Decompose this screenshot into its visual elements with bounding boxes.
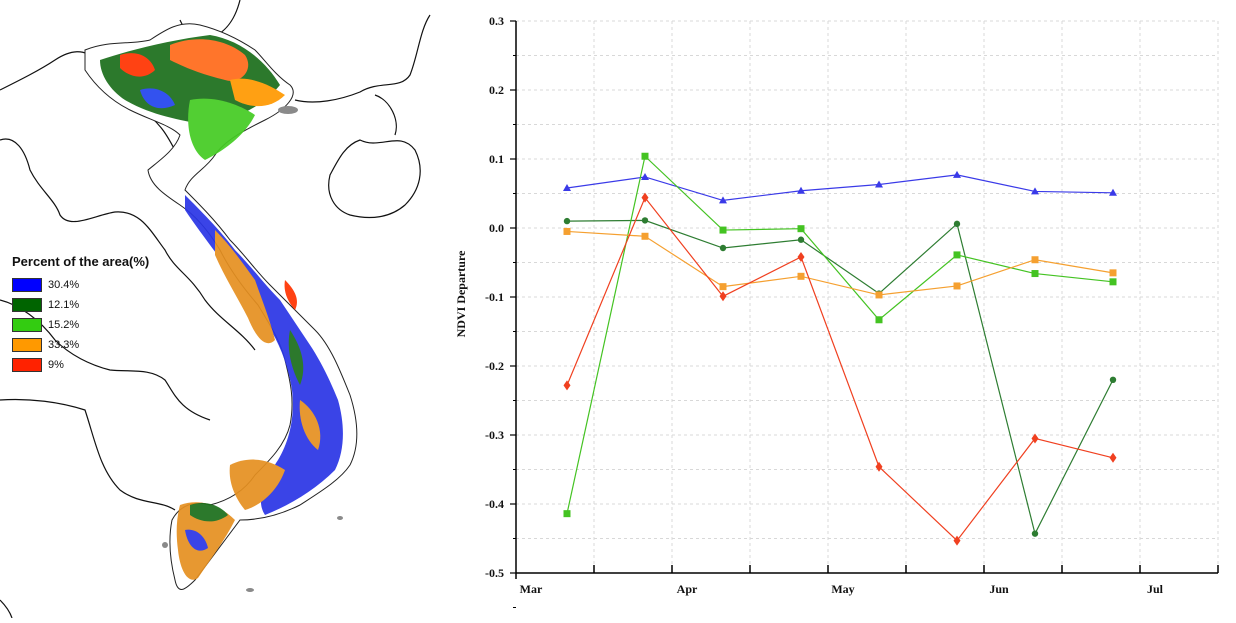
- data-point: [1109, 452, 1117, 463]
- legend-swatch: [12, 278, 42, 292]
- data-point: [641, 232, 649, 240]
- data-point: [797, 251, 805, 262]
- data-point: [563, 510, 571, 518]
- data-point: [1031, 187, 1039, 195]
- data-point: [953, 282, 961, 290]
- data-point: [563, 183, 571, 191]
- data-point: [641, 152, 649, 160]
- y-tick-label: 0.2: [489, 83, 504, 97]
- legend-label: 33.3%: [48, 339, 80, 351]
- chart-panel: 0.3 0.2 0.1 0.0 -0.1 -0.2 -0.3 -0.4 -0.5 Mar Apr Ma…: [440, 0, 1236, 618]
- y-axis-title: NDVI Departure: [454, 250, 468, 337]
- x-tick-label: Jun: [989, 582, 1009, 596]
- ndvi-departure-chart: 0.3 0.2 0.1 0.0 -0.1 -0.2 -0.3 -0.4 -0.5 Mar Apr Ma…: [454, 14, 1219, 608]
- data-point: [641, 217, 649, 224]
- legend-item: 9%: [12, 355, 192, 375]
- legend-swatch: [12, 318, 42, 332]
- x-tick-label: Apr: [677, 582, 698, 596]
- map-legend: Percent of the area(%) 30.4% 12.1% 15.2%…: [12, 254, 192, 375]
- y-tick-label: -0.4: [485, 497, 504, 511]
- data-point: [1109, 376, 1117, 383]
- legend-item: 33.3%: [12, 335, 192, 355]
- ndvi-class-patches: [100, 35, 343, 580]
- series-layer: [563, 152, 1117, 546]
- grid: [516, 20, 1219, 574]
- islands: [162, 106, 343, 592]
- axes: 0.3 0.2 0.1 0.0 -0.1 -0.2 -0.3 -0.4 -0.5 Mar Apr Ma…: [485, 14, 1219, 608]
- legend-label: 9%: [48, 359, 64, 371]
- data-point: [1109, 269, 1117, 277]
- series-line: [566, 174, 1114, 202]
- data-point: [875, 291, 883, 299]
- data-point: [875, 461, 883, 472]
- series-line: [566, 155, 1114, 514]
- x-tick-label: Mar: [520, 582, 543, 596]
- legend-swatch: [12, 338, 42, 352]
- series-line: [566, 196, 1114, 542]
- data-point: [563, 380, 571, 391]
- map-panel: Percent of the area(%) 30.4% 12.1% 15.2%…: [0, 0, 460, 619]
- data-point: [1031, 270, 1039, 278]
- data-point: [719, 196, 727, 204]
- y-tick-label: -0.5: [485, 566, 504, 580]
- data-point: [719, 291, 727, 302]
- data-point: [953, 251, 961, 259]
- series-line: [566, 219, 1114, 536]
- data-point: [1109, 188, 1117, 196]
- y-tick-label: -0.2: [485, 359, 504, 373]
- legend-label: 12.1%: [48, 299, 80, 311]
- legend-swatch: [12, 298, 42, 312]
- data-point: [563, 227, 571, 235]
- legend-item: 12.1%: [12, 295, 192, 315]
- data-point: [875, 316, 883, 324]
- y-tick-label: 0.0: [489, 221, 504, 235]
- x-tick-label: May: [831, 582, 854, 596]
- data-point: [1031, 256, 1039, 264]
- data-point: [953, 535, 961, 546]
- data-point: [1031, 433, 1039, 444]
- data-point: [719, 226, 727, 234]
- legend-label: 30.4%: [48, 279, 80, 291]
- data-point: [1031, 530, 1039, 537]
- legend-item: 15.2%: [12, 315, 192, 335]
- data-point: [797, 236, 805, 243]
- legend-swatch: [12, 358, 42, 372]
- data-point: [797, 225, 805, 233]
- data-point: [875, 180, 883, 188]
- data-point: [797, 272, 805, 280]
- y-tick-label: -0.3: [485, 428, 504, 442]
- data-point: [797, 186, 805, 194]
- x-tick-label: Jul: [1147, 582, 1164, 596]
- y-tick-label: -0.1: [485, 290, 504, 304]
- legend-label: 15.2%: [48, 319, 80, 331]
- y-tick-label: 0.1: [489, 152, 504, 166]
- y-tick-label: 0.3: [489, 14, 504, 28]
- vietnam-map: [0, 0, 431, 619]
- data-point: [953, 170, 961, 178]
- data-point: [1109, 278, 1117, 286]
- data-point: [641, 192, 649, 203]
- data-point: [563, 217, 571, 225]
- data-point: [953, 220, 961, 228]
- series-line: [566, 230, 1114, 296]
- data-point: [641, 172, 649, 180]
- data-point: [719, 283, 727, 291]
- data-point: [719, 244, 727, 252]
- legend-item: 30.4%: [12, 275, 192, 295]
- legend-title: Percent of the area(%): [12, 254, 150, 269]
